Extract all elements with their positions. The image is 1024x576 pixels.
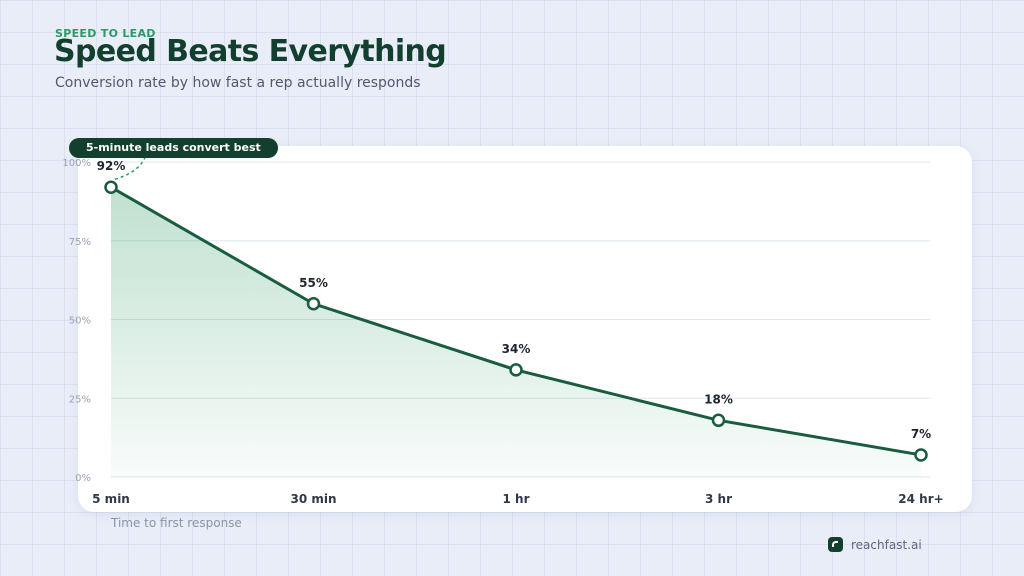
x-tick-label: 24 hr+ xyxy=(898,492,943,506)
data-label: 7% xyxy=(911,427,931,441)
x-tick-label: 1 hr xyxy=(503,492,530,506)
x-tick-label: 5 min xyxy=(92,492,130,506)
chart-subtitle: Conversion rate by how fast a rep actual… xyxy=(55,75,421,91)
data-point xyxy=(914,448,928,462)
data-point xyxy=(711,413,726,428)
y-tick-label: 100% xyxy=(62,158,91,169)
callout-badge: 5-minute leads convert best xyxy=(69,138,278,158)
data-label: 18% xyxy=(704,392,733,406)
y-tick-label: 75% xyxy=(69,237,91,248)
y-tick-label: 25% xyxy=(69,394,91,405)
data-point xyxy=(104,180,118,194)
chart-eyebrow: SPEED TO LEAD xyxy=(55,27,156,40)
area-fill xyxy=(111,187,921,477)
x-axis-title: Time to first response xyxy=(111,516,242,530)
data-label: 92% xyxy=(97,159,126,173)
x-tick-label: 30 min xyxy=(290,492,336,506)
y-tick-label: 0% xyxy=(75,473,91,484)
y-tick-label: 50% xyxy=(69,316,91,327)
data-label: 55% xyxy=(299,276,328,290)
data-point xyxy=(509,363,523,377)
brand-logo[interactable]: reachfast.ai xyxy=(828,537,922,552)
reachfast-logo-icon xyxy=(828,537,843,552)
x-tick-label: 3 hr xyxy=(705,492,732,506)
data-label: 34% xyxy=(502,342,531,356)
data-point xyxy=(306,297,321,311)
brand-name: reachfast.ai xyxy=(851,537,922,552)
chart-title: Speed Beats Everything xyxy=(54,34,447,69)
